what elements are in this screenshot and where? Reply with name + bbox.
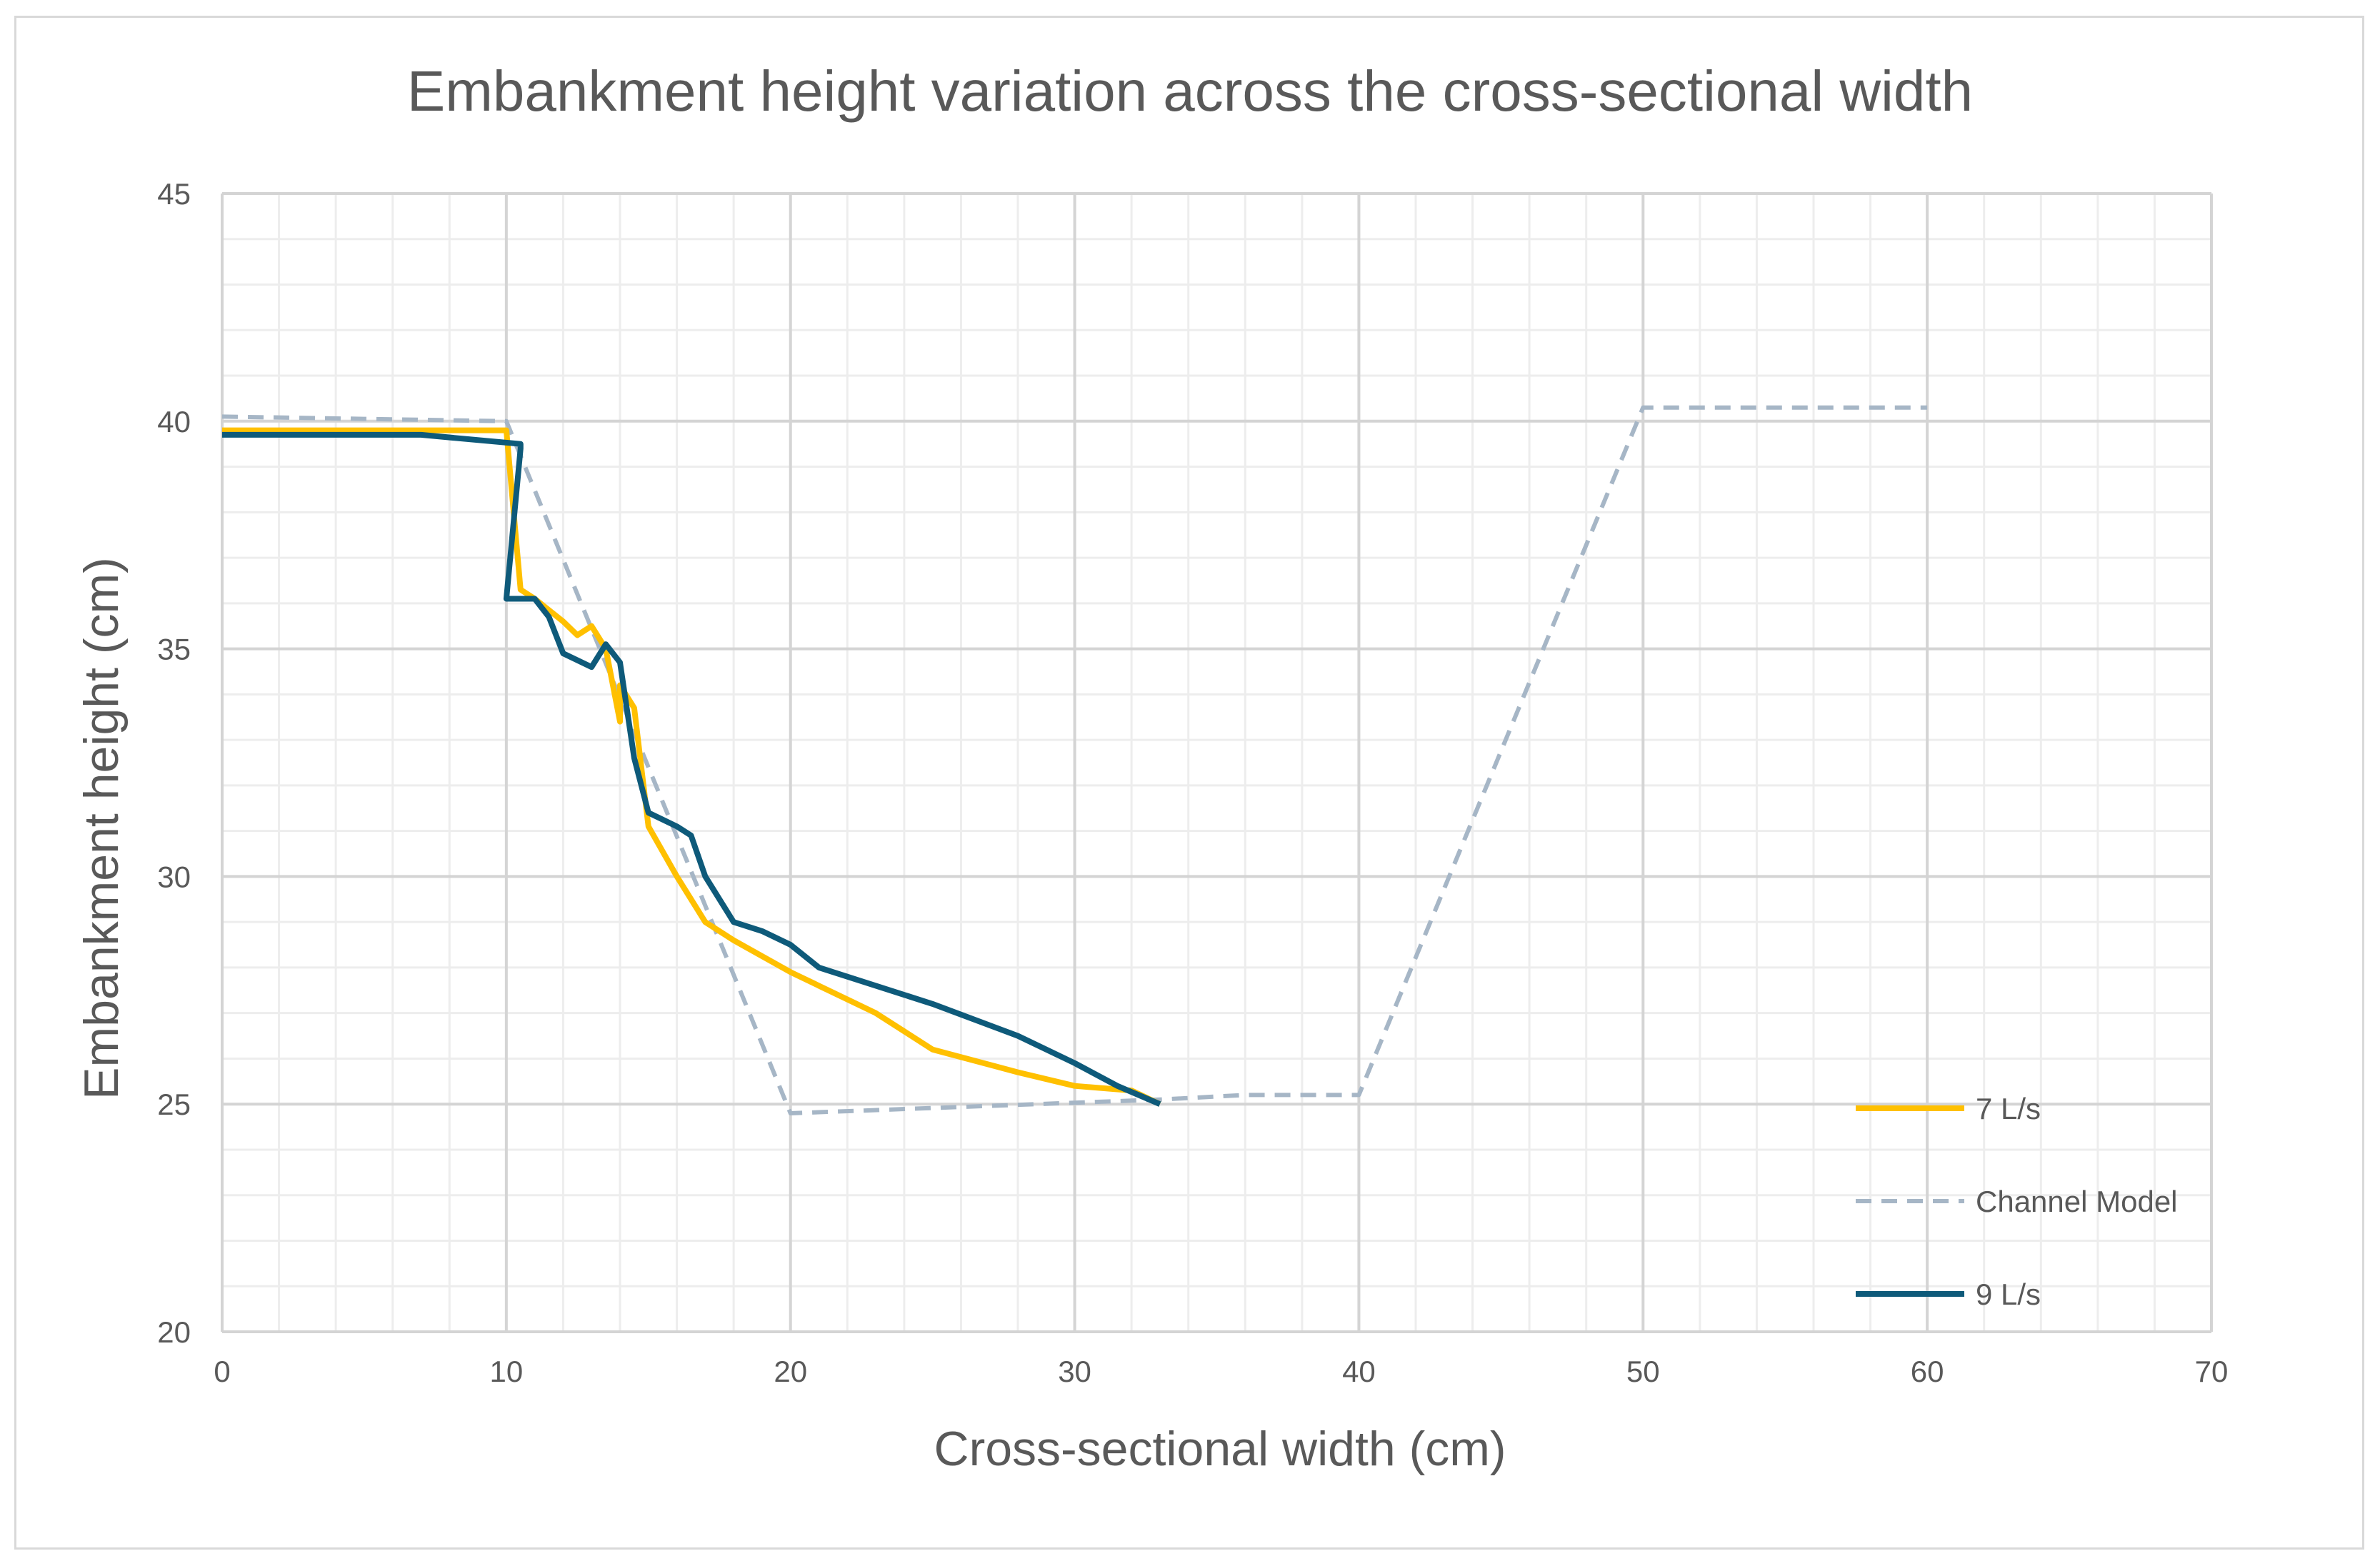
x-tick-label: 50 [1626, 1355, 1660, 1388]
y-tick-label: 45 [157, 177, 191, 211]
y-axis-title: Embankment height (cm) [74, 557, 129, 1100]
legend-label: Channel Model [1976, 1185, 2178, 1218]
x-axis-ticks: 0 10 20 30 40 50 60 70 [214, 1355, 2228, 1388]
y-axis-ticks: 20 25 30 35 40 45 [157, 177, 191, 1349]
y-tick-label: 40 [157, 405, 191, 438]
y-tick-label: 35 [157, 633, 191, 666]
x-tick-label: 0 [214, 1355, 230, 1388]
x-tick-label: 10 [489, 1355, 523, 1388]
major-gridlines [221, 192, 2213, 1333]
x-tick-label: 40 [1342, 1355, 1376, 1388]
legend-label: 9 L/s [1976, 1278, 2041, 1311]
legend-label: 7 L/s [1976, 1092, 2041, 1125]
minor-gridlines [222, 194, 2211, 1332]
series-line-7-l-s [222, 427, 1161, 1107]
series-line-channel-model [221, 405, 1928, 1115]
series-lines [221, 405, 1928, 1115]
legend: 7 L/s Channel Model 9 L/s [1856, 1092, 2178, 1311]
x-axis-title: Cross-sectional width (cm) [934, 1422, 1506, 1476]
y-tick-label: 20 [157, 1315, 191, 1349]
chart-title: Embankment height variation across the c… [407, 59, 1973, 123]
x-tick-label: 20 [774, 1355, 807, 1388]
x-tick-label: 30 [1058, 1355, 1091, 1388]
x-tick-label: 70 [2195, 1355, 2229, 1388]
y-tick-label: 25 [157, 1088, 191, 1121]
series-line-9-l-s [222, 431, 1161, 1107]
x-tick-label: 60 [1911, 1355, 1944, 1388]
y-tick-label: 30 [157, 860, 191, 893]
